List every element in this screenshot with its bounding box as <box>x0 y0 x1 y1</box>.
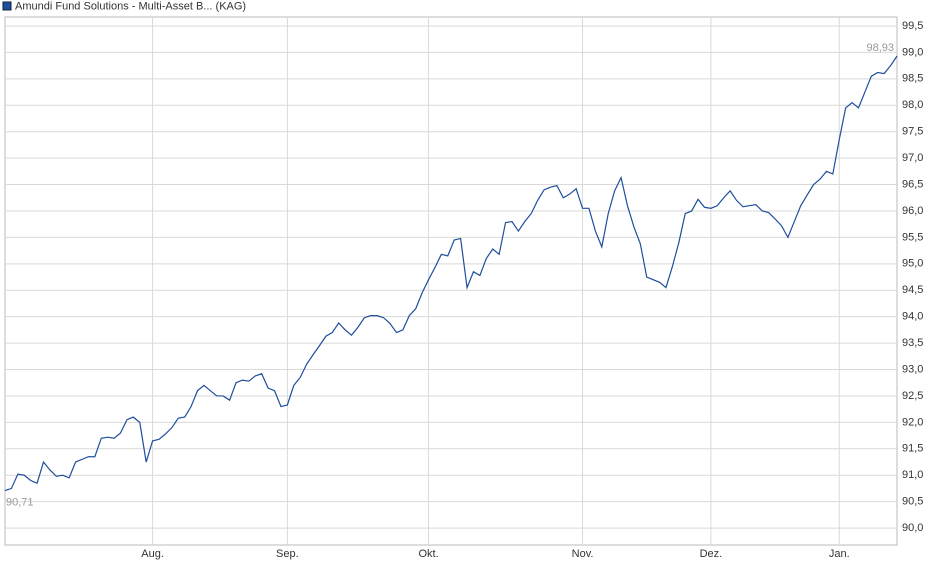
plot-frame <box>4 16 898 546</box>
y-tick-label: 94,0 <box>902 311 923 323</box>
y-tick-label: 99,0 <box>902 46 923 58</box>
y-tick-label: 94,5 <box>902 284 923 296</box>
y-tick-label: 91,0 <box>902 469 923 481</box>
y-tick-label: 90,0 <box>902 522 923 534</box>
y-tick-label: 99,5 <box>902 20 923 32</box>
y-tick-label: 97,0 <box>902 152 923 164</box>
y-tick-label: 93,0 <box>902 363 923 375</box>
y-tick-label: 90,5 <box>902 496 923 508</box>
y-tick-label: 97,5 <box>902 126 923 138</box>
line-series <box>4 55 898 492</box>
legend-label: Amundi Fund Solutions - Multi-Asset B...… <box>15 0 246 12</box>
y-tick-label: 92,5 <box>902 390 923 402</box>
x-tick-label: Sep. <box>276 548 299 560</box>
end-label: 98,93 <box>866 42 894 54</box>
start-label: 90,71 <box>6 496 34 508</box>
x-tick-label: Dez. <box>700 548 723 560</box>
x-tick-label: Okt. <box>418 548 438 560</box>
y-tick-label: 96,5 <box>902 178 923 190</box>
x-tick-label: Jan. <box>829 548 850 560</box>
y-tick-label: 98,0 <box>902 99 923 111</box>
y-tick-label: 96,0 <box>902 205 923 217</box>
x-tick-label: Aug. <box>141 548 164 560</box>
y-tick-label: 98,5 <box>902 73 923 85</box>
y-tick-label: 91,5 <box>902 443 923 455</box>
legend-swatch <box>2 1 12 11</box>
y-tick-label: 92,0 <box>902 416 923 428</box>
y-tick-label: 95,5 <box>902 231 923 243</box>
y-tick-label: 95,0 <box>902 258 923 270</box>
y-tick-label: 93,5 <box>902 337 923 349</box>
x-tick-label: Nov. <box>572 548 594 560</box>
